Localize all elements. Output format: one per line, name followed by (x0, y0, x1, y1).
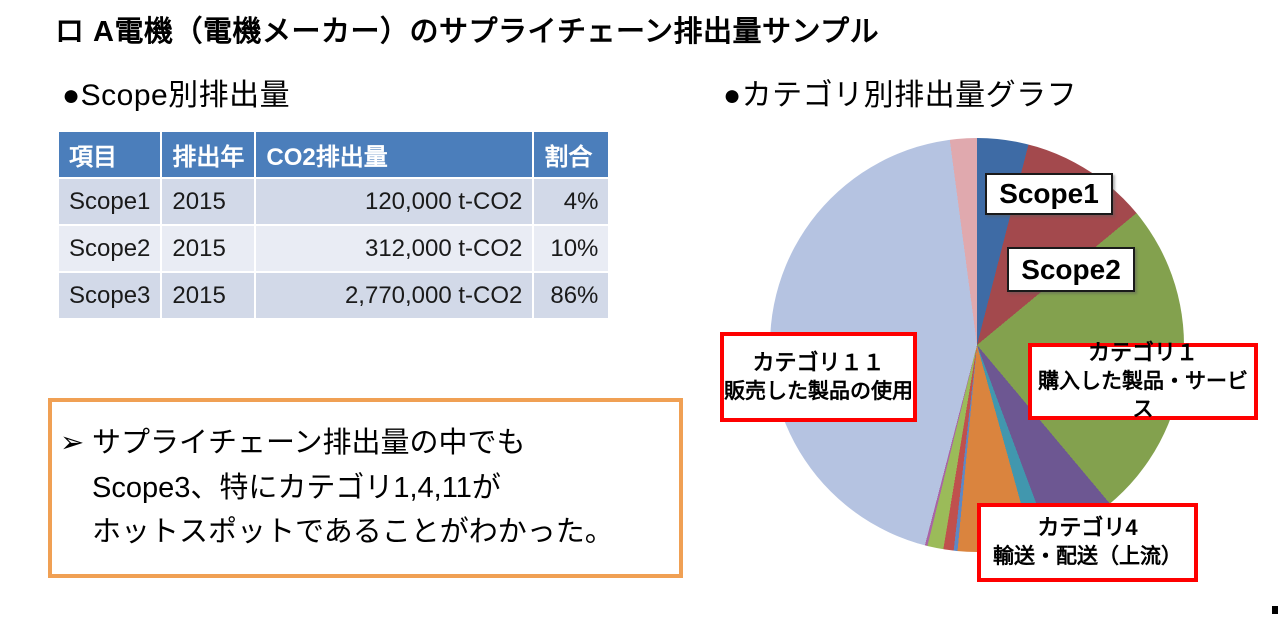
pie-label-scope2: Scope2 (1007, 247, 1135, 292)
cell-co2: 2,770,000 t-CO2 (254, 271, 535, 320)
arrowhead-bullet-icon: ➢ (60, 426, 85, 459)
cell-item: Scope3 (56, 271, 163, 320)
cell-item: Scope2 (56, 224, 163, 273)
callout-line-3: ホットスポットであることがわかった。 (92, 516, 614, 549)
pie-label-category11: カテゴリ１１ 販売した製品の使用 (720, 332, 917, 422)
callout-line-1: サプライチェーン排出量の中でも (92, 426, 526, 459)
findings-callout-text: ➢ サプライチェーン排出量の中でも Scope3、特にカテゴリ1,4,11が ホ… (60, 421, 614, 556)
cell-year: 2015 (160, 224, 257, 273)
cell-year: 2015 (160, 177, 257, 226)
column-header-co2: CO2排出量 (254, 130, 535, 179)
page-title: ロ A電機（電機メーカー）のサプライチェーン排出量サンプル (55, 16, 880, 48)
column-header-item: 項目 (56, 130, 163, 179)
scope-section-heading: ●Scope別排出量 (62, 79, 291, 112)
cell-ratio: 10% (532, 224, 611, 273)
cell-ratio: 86% (532, 271, 611, 320)
table-row: Scope3 2015 2,770,000 t-CO2 86% (56, 271, 611, 320)
cell-co2: 312,000 t-CO2 (254, 224, 535, 273)
callout-line-2: Scope3、特にカテゴリ1,4,11が (92, 471, 501, 504)
category-section-heading: ●カテゴリ別排出量グラフ (723, 79, 1078, 112)
category1-title: カテゴリ１ (1087, 340, 1198, 366)
category1-subtitle: 購入した製品・サービス (1038, 370, 1248, 422)
cell-year: 2015 (160, 271, 257, 320)
column-header-ratio: 割合 (532, 130, 611, 179)
pie-label-scope1: Scope1 (985, 173, 1113, 215)
pie-label-scope1-text: Scope1 (999, 178, 1099, 209)
table-row: Scope1 2015 120,000 t-CO2 4% (56, 177, 611, 226)
table-header-row: 項目 排出年 CO2排出量 割合 (56, 130, 611, 179)
category4-title: カテゴリ4 (1037, 515, 1138, 541)
table-row: Scope2 2015 312,000 t-CO2 10% (56, 224, 611, 273)
cell-item: Scope1 (56, 177, 163, 226)
scope-emissions-table: 項目 排出年 CO2排出量 割合 Scope1 2015 120,000 t-C… (56, 130, 611, 320)
column-header-year: 排出年 (160, 130, 257, 179)
cell-co2: 120,000 t-CO2 (254, 177, 535, 226)
pie-label-scope2-text: Scope2 (1021, 253, 1121, 285)
category4-subtitle: 輸送・配送（上流） (993, 545, 1182, 569)
category11-subtitle: 販売した製品の使用 (724, 379, 913, 403)
pie-label-category1: カテゴリ１ 購入した製品・サービス (1028, 340, 1258, 421)
cell-ratio: 4% (532, 177, 611, 226)
category11-title: カテゴリ１１ (752, 349, 885, 375)
pie-label-category4: カテゴリ4 輸送・配送（上流） (977, 503, 1198, 582)
page-number-fragment (1272, 606, 1278, 614)
findings-callout-box: ➢ サプライチェーン排出量の中でも Scope3、特にカテゴリ1,4,11が ホ… (48, 398, 683, 578)
